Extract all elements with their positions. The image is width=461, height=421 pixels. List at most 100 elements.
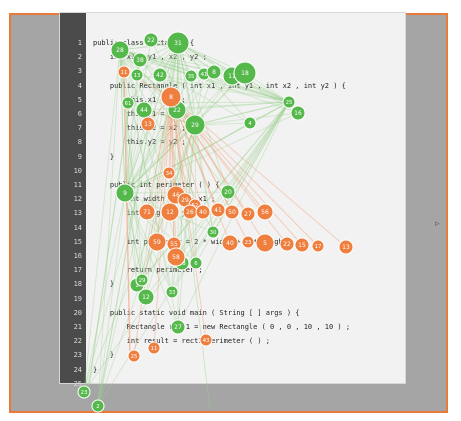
line-number: 18	[73, 280, 82, 289]
orange-node-label: 25	[131, 354, 138, 360]
line-number: 19	[73, 294, 82, 303]
green-node-shape	[121, 96, 135, 110]
orange-node-label: 40	[226, 240, 234, 247]
green-node-shape	[166, 31, 190, 55]
orange-node-shape	[240, 206, 256, 222]
green-node-shape	[170, 319, 186, 335]
edge-line	[119, 49, 192, 77]
green-node: 61	[121, 96, 135, 110]
orange-node-shape	[221, 234, 239, 252]
green-node-label: 20	[224, 189, 232, 196]
green-node: 18	[233, 61, 257, 85]
edge-line	[190, 75, 290, 103]
edge-line	[124, 39, 152, 194]
orange-node-label: 13	[342, 244, 350, 251]
edge-line	[181, 101, 290, 264]
edge-line	[159, 74, 290, 103]
edge-line	[123, 71, 131, 357]
green-node-label: 13	[134, 73, 141, 79]
code-line: public static void main ( String [ ] arg…	[93, 308, 300, 317]
edge-line	[119, 49, 197, 264]
edge-line	[141, 124, 196, 281]
orange-node-label: 5	[263, 240, 267, 247]
orange-node-shape	[140, 116, 156, 132]
edge-line	[124, 192, 197, 264]
green-node: 2	[91, 399, 105, 413]
line-number: 8	[77, 138, 82, 147]
edge-line	[119, 49, 145, 111]
line-number: 10	[73, 166, 82, 175]
orange-node-label: 43	[203, 338, 210, 344]
edge-line	[97, 124, 196, 407]
line-number: 2	[77, 53, 82, 62]
orange-node: 5	[255, 233, 275, 253]
edge-line	[119, 49, 299, 114]
edge-line	[83, 101, 290, 393]
green-node-label: 42	[156, 72, 164, 79]
edge-line	[127, 101, 290, 104]
green-node: 31	[166, 31, 190, 55]
edge-line	[203, 73, 290, 103]
orange-node-shape	[160, 202, 180, 222]
edge-line	[177, 42, 229, 193]
edge-line	[83, 49, 121, 393]
code-line: int result = rect1.perimeter ( ) ;	[93, 337, 271, 346]
green-node: 44	[135, 101, 153, 119]
edge-line	[145, 42, 179, 298]
green-node-shape	[130, 68, 144, 82]
orange-node-shape	[294, 237, 310, 253]
line-number: 3	[77, 67, 82, 76]
orange-node-shape	[138, 203, 156, 221]
edge-line	[124, 101, 290, 194]
orange-node-label: 15	[298, 242, 306, 249]
edge-line	[249, 101, 290, 124]
orange-node: 8	[160, 86, 182, 108]
edge-line	[139, 59, 290, 103]
green-node-shape	[115, 183, 135, 203]
green-node-shape	[233, 61, 257, 85]
green-node-label: 23	[81, 390, 88, 396]
green-node: 35	[184, 69, 198, 83]
edge-line	[124, 75, 233, 194]
edge-line	[177, 42, 183, 264]
green-node: 29	[135, 273, 149, 287]
green-node-label: 28	[116, 47, 124, 54]
orange-node-label: 46	[172, 192, 180, 199]
edge-line	[177, 42, 196, 126]
green-node: 33	[165, 285, 179, 299]
green-node-shape	[143, 32, 159, 48]
edge-line	[177, 42, 251, 124]
code-line: }	[93, 152, 115, 161]
orange-node-label: 40	[199, 209, 207, 216]
edge-line	[124, 124, 196, 194]
orange-node-label: 71	[143, 209, 151, 216]
green-node-label: 33	[169, 290, 176, 296]
green-node-label: 18	[241, 70, 249, 77]
orange-node: 26	[182, 204, 198, 220]
mouse-cursor-icon: ▹	[435, 219, 440, 229]
orange-node-shape	[162, 166, 176, 180]
edge-line	[119, 49, 138, 286]
line-number: 21	[73, 323, 82, 331]
green-node: 25	[282, 95, 296, 109]
orange-node-shape	[279, 236, 295, 252]
edge-line	[170, 96, 231, 244]
edge-line	[136, 42, 179, 286]
orange-node-shape	[311, 239, 325, 253]
green-node: 23	[77, 385, 91, 399]
green-node-shape	[110, 40, 130, 60]
edge-line	[97, 119, 151, 407]
green-node-label: 44	[140, 107, 148, 114]
green-node: 29	[184, 114, 206, 136]
orange-node: 59	[147, 232, 167, 252]
line-number: 14	[73, 223, 82, 232]
orange-node-label: 59	[153, 239, 161, 246]
green-node-label: 25	[286, 100, 293, 106]
edge-line	[124, 74, 138, 194]
green-node: 28	[110, 40, 130, 60]
green-node-label: 35	[188, 74, 195, 80]
green-node-label: 29	[191, 122, 199, 129]
code-line: public Rectangle ( int x1 , int y1 , int…	[93, 81, 346, 90]
line-number: 17	[73, 266, 82, 275]
